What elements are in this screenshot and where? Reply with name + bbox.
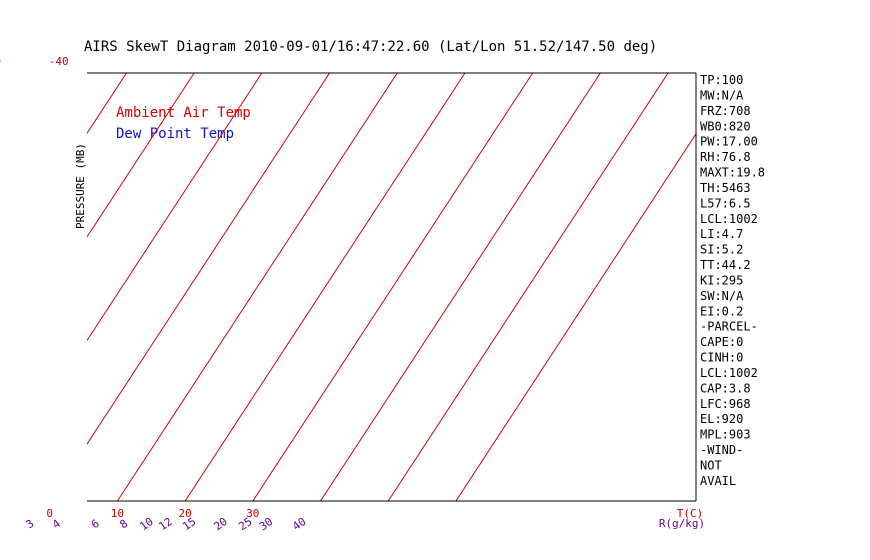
- isotherm-line: [320, 73, 601, 501]
- isobars: [87, 72, 697, 502]
- legend: Ambient Air Temp Dew Point Temp: [116, 105, 251, 142]
- stability-index-item: PW:17.00: [700, 135, 758, 149]
- stability-index-item: MW:N/A: [700, 88, 744, 102]
- stability-index-item: TH:5463: [700, 181, 751, 195]
- mixing-ratio-tick-label: 8: [117, 517, 130, 531]
- isotherm-line: [87, 73, 127, 135]
- stability-index-item: LCL:1002: [700, 366, 758, 380]
- chart-title: AIRS SkewT Diagram 2010-09-01/16:47:22.6…: [84, 39, 657, 55]
- stability-index-item: NOT: [700, 459, 722, 473]
- isotherm-line: [116, 73, 398, 501]
- stability-index-item: CAP:3.8: [700, 381, 751, 395]
- stability-index-item: FRZ:708: [700, 104, 751, 118]
- stability-index-item: LCL:1002: [700, 212, 758, 226]
- bottom-temp-tick-label: 0: [46, 507, 53, 520]
- bottom-temp-unit: T(C): [677, 507, 704, 520]
- stability-index-item: L57:6.5: [700, 196, 751, 210]
- stability-index-item: LI:4.7: [700, 227, 743, 241]
- mixing-ratio-tick-label: 30: [257, 515, 275, 533]
- mixing-ratio-tick-label: 10: [137, 515, 155, 533]
- stability-index-item: -WIND-: [700, 443, 743, 457]
- isotherm-line: [184, 73, 466, 501]
- stability-index-item: CINH:0: [700, 351, 743, 365]
- stability-index-item: LFC:968: [700, 397, 751, 411]
- mixing-ratio-tick-label: 15: [180, 515, 198, 533]
- isotherm-line: [87, 73, 331, 445]
- legend-dew-point-temp: Dew Point Temp: [116, 126, 234, 142]
- stability-index-item: -PARCEL-: [700, 320, 758, 334]
- mixing-ratio-unit: R(g/kg): [659, 517, 705, 530]
- isotherm-line: [387, 73, 669, 501]
- mixing-ratio-ticks: 0.10.20.511.52346810121520253040R(g/kg): [0, 515, 705, 533]
- stability-index-item: MAXT:19.8: [700, 166, 765, 180]
- stability-index-item: SI:5.2: [700, 243, 743, 257]
- bottom-temp-tick-label: 20: [179, 507, 192, 520]
- stability-index-item: TT:44.2: [700, 258, 751, 272]
- isotherm-line: [252, 73, 534, 501]
- mixing-ratio-tick-label: 3: [23, 517, 36, 531]
- stability-index-item: AVAIL: [700, 474, 736, 488]
- legend-ambient-air-temp: Ambient Air Temp: [116, 105, 251, 121]
- mixing-ratio-tick-label: 20: [211, 515, 229, 533]
- bottom-temp-tick-label: 30: [246, 507, 259, 520]
- mixing-ratio-tick-label: 12: [156, 515, 174, 533]
- stability-index-item: CAPE:0: [700, 335, 743, 349]
- stability-index-item: EL:920: [700, 412, 743, 426]
- bottom-temp-tick-label: 10: [111, 507, 124, 520]
- y-axis-label: PRESSURE (MB): [74, 143, 87, 229]
- isotherm-line: [87, 73, 263, 342]
- stability-index-item: EI:0.2: [700, 304, 743, 318]
- top-temp-tick-label: -40: [49, 55, 69, 68]
- stability-index-item: SW:N/A: [700, 289, 744, 303]
- top-temperature-ticks: -120-110-100-90-80-70-60-50-40: [0, 55, 69, 68]
- mixing-ratio-tick-label: 25: [236, 515, 254, 533]
- isotherm-line: [0, 73, 59, 501]
- background-grid: [0, 73, 696, 501]
- stability-index-item: WB0:820: [700, 119, 751, 133]
- bottom-temperature-ticks: -50-40-30-20-100102030T(C): [46, 507, 704, 520]
- mixing-ratio-tick-label: 4: [50, 517, 63, 532]
- stability-index-item: MPL:903: [700, 428, 751, 442]
- mixing-ratio-tick-label: 40: [290, 515, 308, 533]
- stability-index-item: RH:76.8: [700, 150, 751, 164]
- isotherm-line: [455, 132, 696, 501]
- top-temp-tick-label: -50: [0, 55, 1, 68]
- stability-index-item: TP:100: [700, 73, 743, 87]
- mixing-ratio-tick-label: 6: [89, 517, 102, 531]
- stability-index-item: KI:295: [700, 273, 743, 287]
- isotherm-line: [87, 73, 195, 238]
